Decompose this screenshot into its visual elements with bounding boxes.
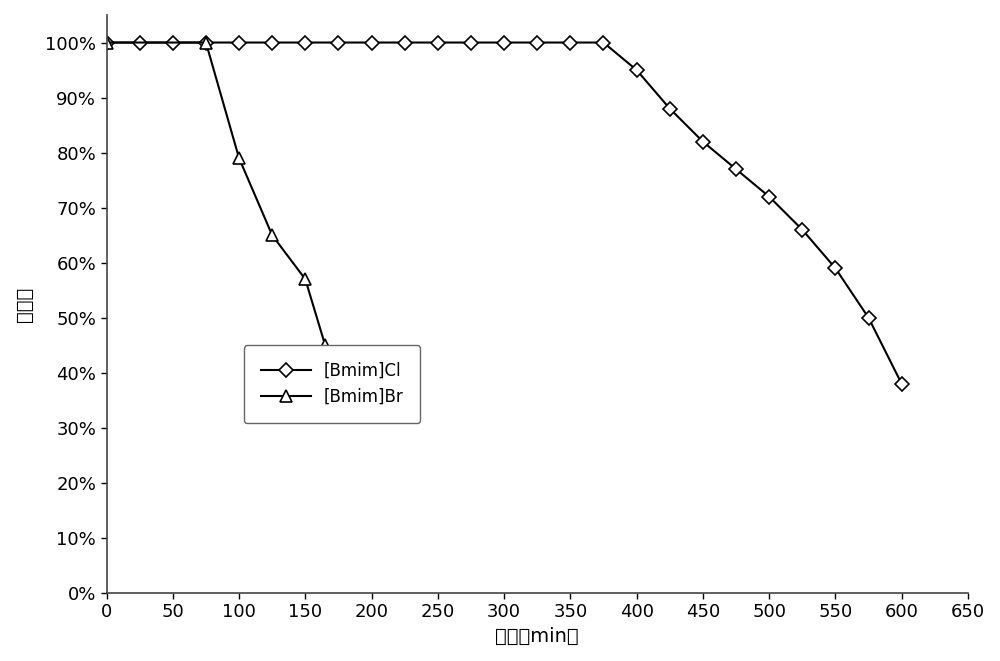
Y-axis label: 脱硫率: 脱硫率 <box>15 286 34 322</box>
[Bmim]Cl <box>564 38 576 46</box>
[Bmim]Cl <box>531 38 543 46</box>
[Bmim]Cl <box>399 38 411 46</box>
[Bmim]Cl <box>299 38 311 46</box>
[Bmim]Cl <box>597 38 609 46</box>
[Bmim]Cl <box>829 264 841 272</box>
[Bmim]Br <box>266 231 278 239</box>
[Bmim]Cl <box>498 38 510 46</box>
Line: [Bmim]Cl: [Bmim]Cl <box>102 38 907 389</box>
[Bmim]Br <box>200 38 212 46</box>
[Bmim]Cl <box>167 38 179 46</box>
[Bmim]Cl <box>465 38 477 46</box>
[Bmim]Cl <box>432 38 444 46</box>
[Bmim]Cl <box>664 104 676 112</box>
[Bmim]Cl <box>896 380 908 388</box>
[Bmim]Cl <box>730 165 742 173</box>
Legend: [Bmim]Cl, [Bmim]Br: [Bmim]Cl, [Bmim]Br <box>244 345 420 423</box>
[Bmim]Cl <box>332 38 344 46</box>
[Bmim]Cl <box>233 38 245 46</box>
[Bmim]Cl <box>134 38 146 46</box>
[Bmim]Cl <box>631 66 643 74</box>
[Bmim]Cl <box>697 137 709 145</box>
[Bmim]Cl <box>763 193 775 201</box>
[Bmim]Br <box>101 38 113 46</box>
[Bmim]Cl <box>266 38 278 46</box>
[Bmim]Cl <box>796 225 808 233</box>
[Bmim]Cl <box>366 38 378 46</box>
[Bmim]Br <box>233 154 245 162</box>
[Bmim]Br <box>319 341 331 349</box>
X-axis label: 时间（min）: 时间（min） <box>495 627 579 646</box>
[Bmim]Cl <box>101 38 113 46</box>
Line: [Bmim]Br: [Bmim]Br <box>101 37 331 351</box>
[Bmim]Cl <box>200 38 212 46</box>
[Bmim]Br <box>299 275 311 283</box>
[Bmim]Cl <box>863 314 875 322</box>
